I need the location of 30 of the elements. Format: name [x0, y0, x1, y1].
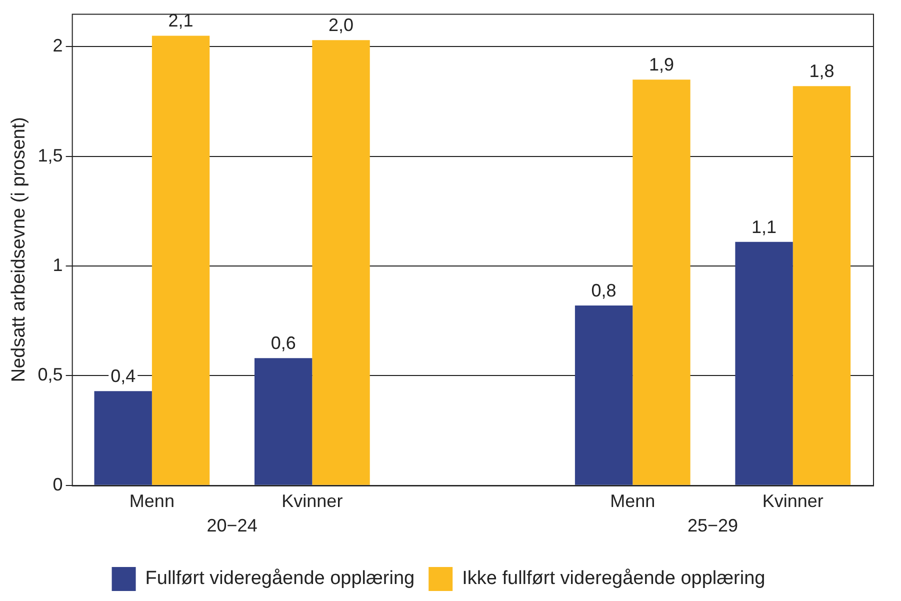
y-tick-label: 0,5: [38, 364, 63, 385]
data-label: 0,8: [591, 280, 616, 301]
bar: [792, 86, 851, 485]
bar: [735, 242, 793, 485]
y-tick-label: 1,5: [38, 145, 63, 166]
data-label: 0,4: [110, 366, 136, 386]
bar: [254, 358, 312, 485]
data-label: 1,8: [809, 61, 834, 82]
bar: [632, 80, 690, 485]
bar: [152, 36, 210, 485]
legend-label: Fullført videregående opplæring: [145, 568, 415, 590]
legend-label: Ikke fullført videregående opplæring: [462, 568, 766, 590]
data-label: 0,6: [270, 333, 296, 354]
data-label: 1,9: [648, 54, 674, 75]
bar: [312, 40, 370, 485]
text: 25−29: [687, 515, 738, 536]
y-tick-label: 2: [52, 36, 63, 56]
data-label: 2,0: [328, 15, 354, 36]
y-tick-label: 1: [52, 255, 63, 276]
y-axis-title: Nedsatt arbeidsevne (i prosent): [8, 117, 30, 382]
y-tick-label: 0: [52, 474, 63, 494]
x-tick-label: Kvinner: [762, 491, 824, 512]
bar: [94, 391, 152, 485]
x-tick-label: Menn: [610, 491, 656, 512]
data-label: 1,1: [752, 216, 777, 237]
text: 20−24: [206, 515, 258, 536]
x-tick-label: Kvinner: [282, 491, 343, 512]
x-tick-label: Menn: [129, 491, 174, 512]
bar: [574, 306, 633, 485]
data-label: 2,1: [168, 10, 194, 31]
